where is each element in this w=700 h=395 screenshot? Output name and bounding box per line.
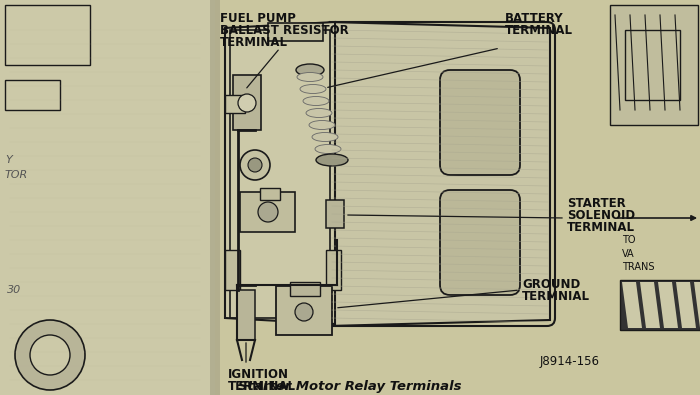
Polygon shape — [330, 22, 550, 326]
Text: J8914-156: J8914-156 — [540, 355, 600, 368]
Ellipse shape — [312, 132, 338, 141]
Polygon shape — [658, 282, 678, 328]
Text: SOLENOID: SOLENOID — [567, 209, 635, 222]
Text: TOR: TOR — [5, 170, 28, 180]
Ellipse shape — [303, 96, 329, 105]
Circle shape — [238, 94, 256, 112]
Ellipse shape — [315, 145, 341, 154]
FancyBboxPatch shape — [225, 95, 245, 113]
Text: VA: VA — [622, 249, 635, 259]
Text: BATTERY: BATTERY — [505, 12, 564, 25]
FancyBboxPatch shape — [240, 192, 295, 232]
Text: GROUND: GROUND — [522, 278, 580, 291]
Polygon shape — [215, 0, 700, 395]
Text: IGNITION: IGNITION — [228, 368, 289, 381]
Circle shape — [248, 158, 262, 172]
Polygon shape — [620, 280, 700, 330]
Polygon shape — [0, 0, 215, 395]
Ellipse shape — [300, 85, 326, 94]
FancyBboxPatch shape — [440, 190, 520, 295]
Ellipse shape — [306, 109, 332, 117]
Circle shape — [30, 335, 70, 375]
FancyBboxPatch shape — [440, 70, 520, 175]
Text: 30: 30 — [7, 285, 21, 295]
Text: TERMINAL: TERMINAL — [567, 221, 635, 234]
FancyBboxPatch shape — [610, 5, 698, 125]
Ellipse shape — [318, 156, 344, 166]
Text: BALLAST RESISTOR: BALLAST RESISTOR — [220, 24, 349, 37]
Polygon shape — [622, 282, 642, 328]
FancyBboxPatch shape — [276, 286, 332, 335]
Text: TERMINAL: TERMINAL — [228, 380, 296, 393]
Text: TERMINAL: TERMINAL — [505, 24, 573, 37]
FancyBboxPatch shape — [290, 282, 320, 296]
FancyBboxPatch shape — [237, 290, 255, 340]
FancyBboxPatch shape — [326, 200, 344, 228]
Ellipse shape — [309, 120, 335, 130]
Polygon shape — [640, 282, 660, 328]
Circle shape — [295, 303, 313, 321]
Ellipse shape — [316, 154, 348, 166]
Text: TRANS: TRANS — [622, 262, 654, 272]
Polygon shape — [210, 0, 220, 395]
FancyBboxPatch shape — [225, 250, 240, 290]
Polygon shape — [676, 282, 696, 328]
FancyBboxPatch shape — [268, 23, 323, 41]
Ellipse shape — [296, 64, 324, 76]
Polygon shape — [225, 22, 335, 324]
Text: Y: Y — [5, 155, 12, 165]
Circle shape — [240, 150, 270, 180]
Circle shape — [258, 202, 278, 222]
Polygon shape — [694, 282, 700, 328]
Text: FUEL PUMP: FUEL PUMP — [220, 12, 296, 25]
Text: TO: TO — [622, 235, 636, 245]
FancyBboxPatch shape — [260, 188, 280, 200]
FancyBboxPatch shape — [326, 250, 341, 290]
Text: TERMINAL: TERMINAL — [220, 36, 288, 49]
Text: Starter Motor Relay Terminals: Starter Motor Relay Terminals — [238, 380, 462, 393]
Text: STARTER: STARTER — [567, 197, 626, 210]
Text: TERMNIAL: TERMNIAL — [522, 290, 590, 303]
FancyBboxPatch shape — [233, 75, 261, 130]
Ellipse shape — [297, 73, 323, 81]
Circle shape — [15, 320, 85, 390]
